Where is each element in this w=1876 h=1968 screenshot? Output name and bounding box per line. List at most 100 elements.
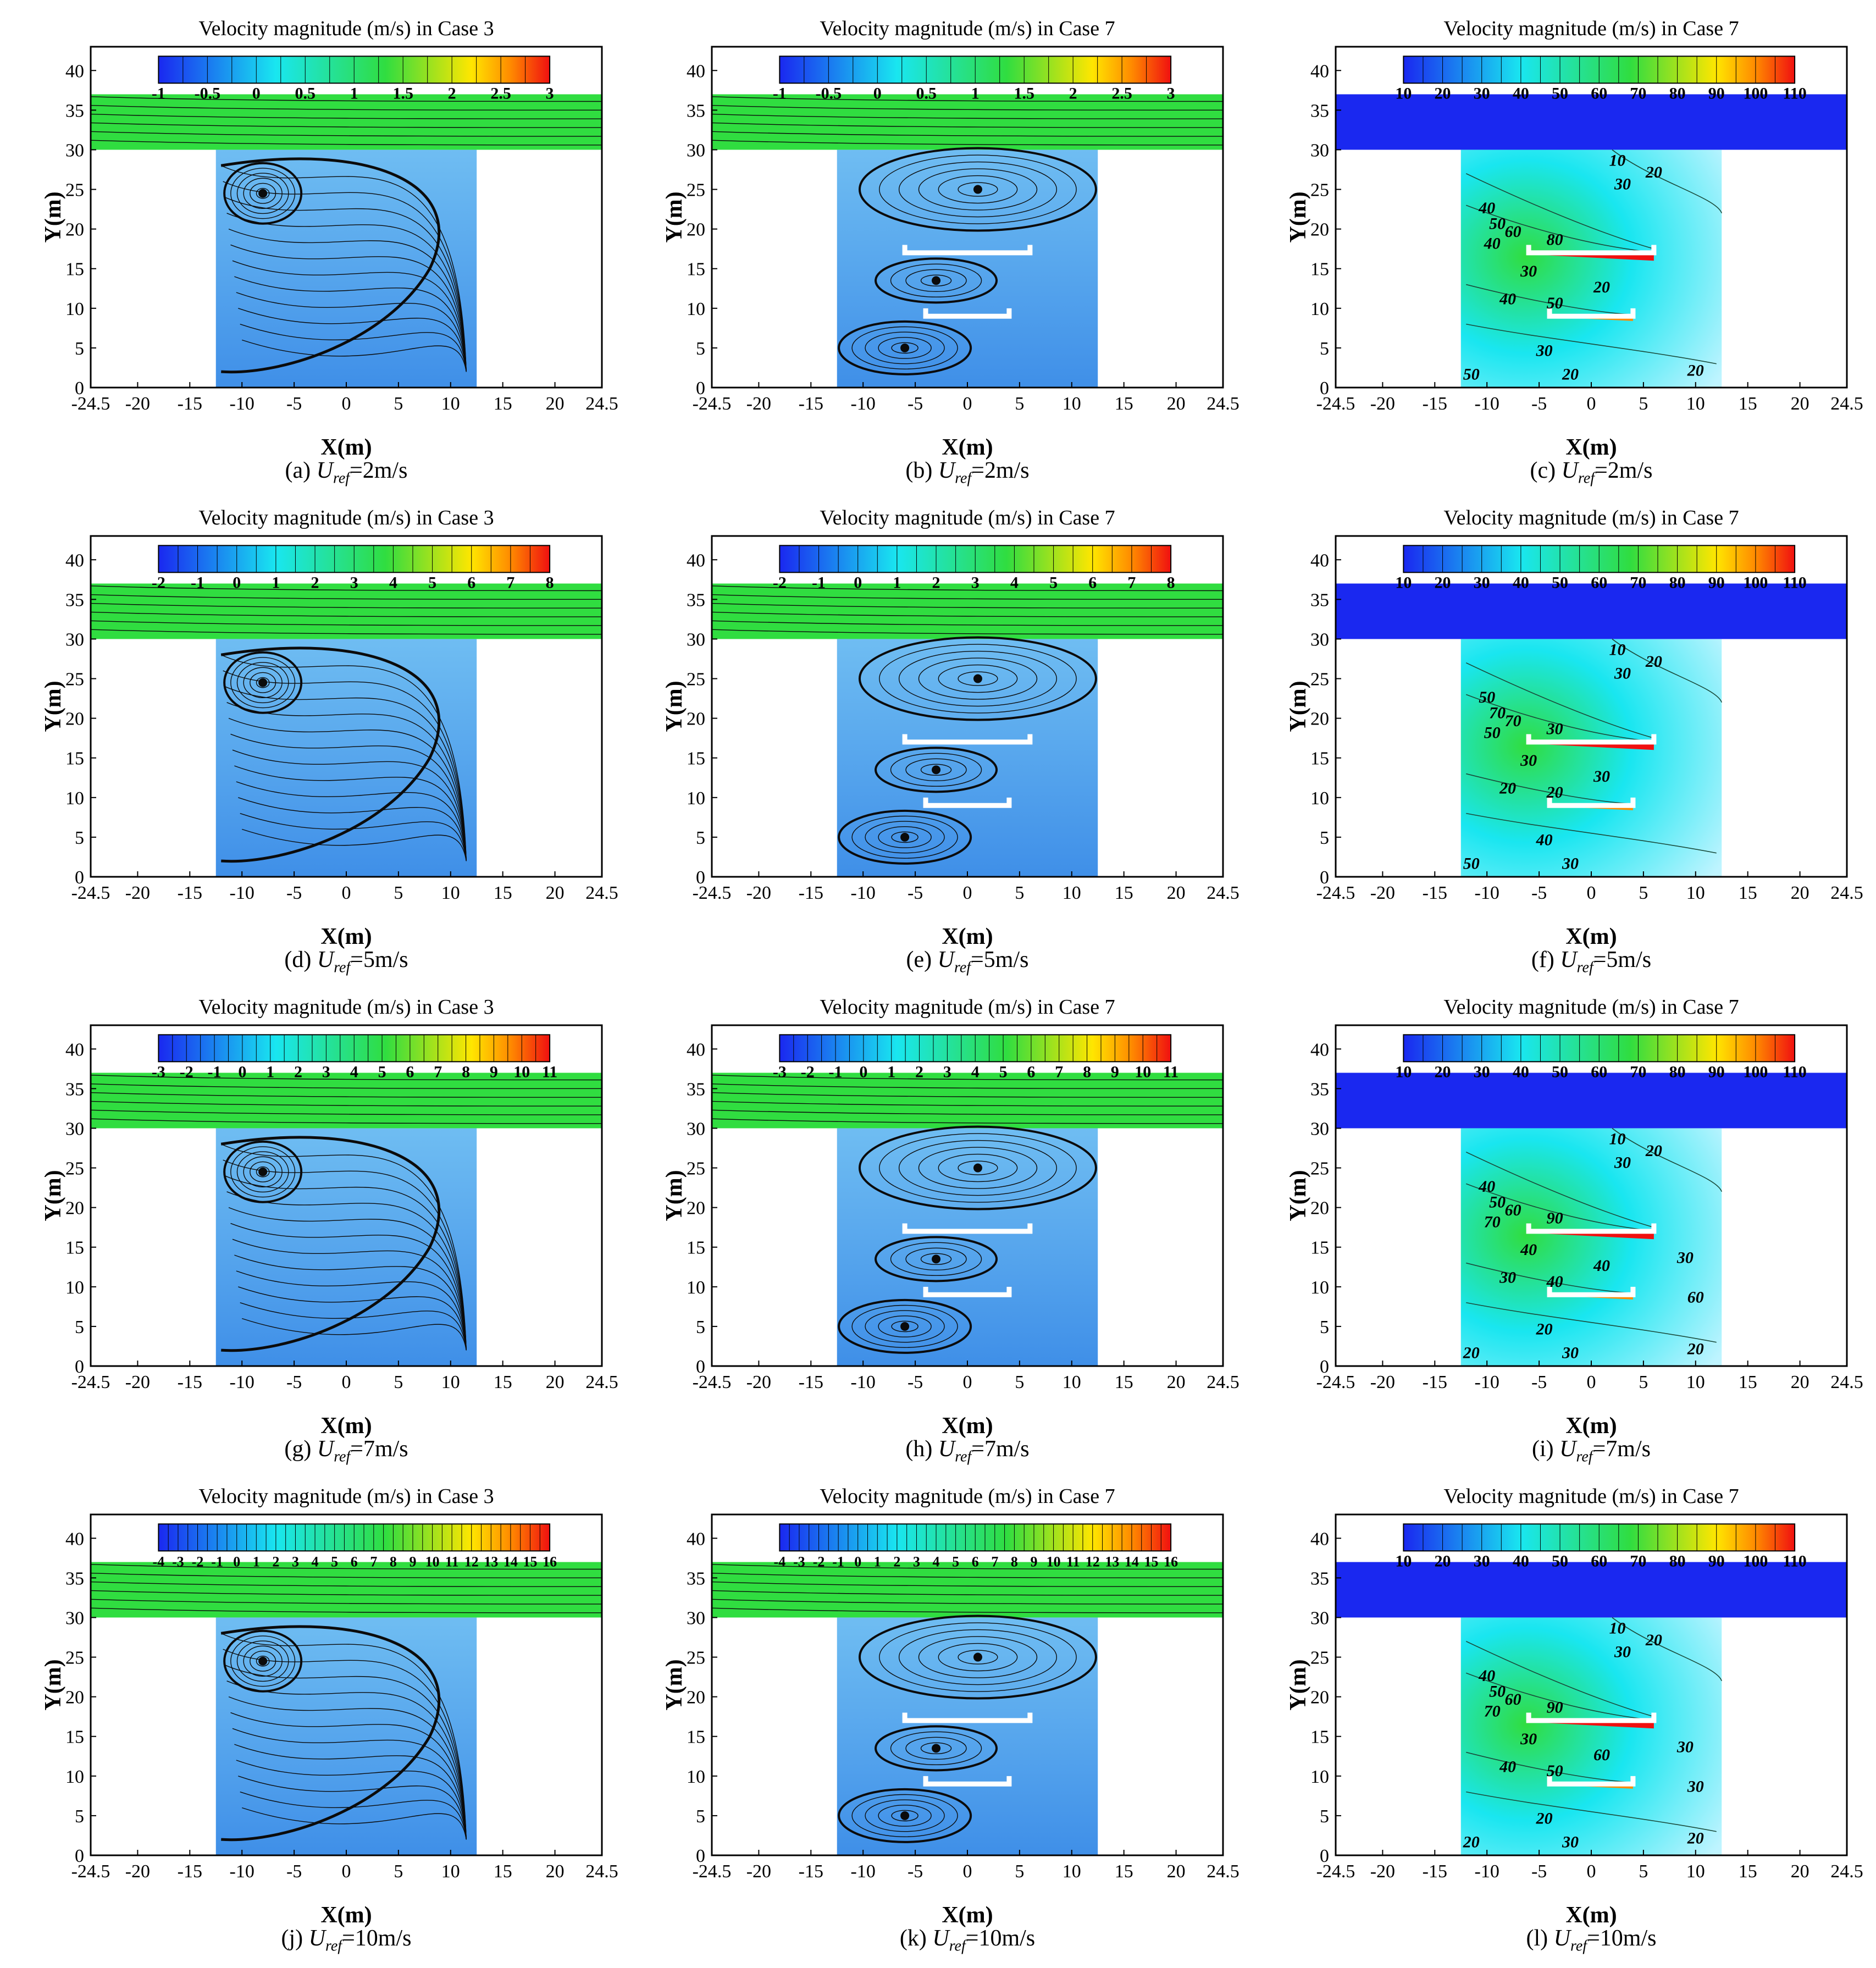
- colorbar-tick-label: 90: [1708, 573, 1725, 591]
- x-tick-label: -10: [851, 394, 876, 414]
- colorbar-tick-label: 60: [1591, 84, 1607, 102]
- primary-vortex: [223, 1140, 303, 1203]
- colorbar-tick-label: 0: [854, 573, 862, 591]
- colorbar-tick-label: -3: [152, 1063, 165, 1081]
- streamline: [232, 1239, 467, 1351]
- x-tick-label: -5: [907, 394, 923, 414]
- contour-label: 30: [1676, 1249, 1694, 1267]
- contour-label: 30: [1562, 1344, 1579, 1362]
- x-tick-label: 24.5: [1207, 394, 1239, 414]
- streamline: [90, 96, 602, 102]
- streamline: [918, 657, 1038, 700]
- streamline: [711, 1101, 1224, 1107]
- subfigure-caption: (g) Uref=7m/s: [38, 1436, 654, 1466]
- x-tick-label: -20: [1370, 1861, 1395, 1882]
- streamline: [711, 1092, 1224, 1098]
- colorbar-tick-label: 70: [1630, 1063, 1646, 1081]
- streamline: [891, 1320, 918, 1333]
- y-tick-label: 15: [65, 749, 84, 769]
- streamline: [711, 629, 1224, 635]
- contour-label: 40: [1499, 1758, 1516, 1776]
- streamline: [875, 257, 998, 304]
- contour-line: [1466, 773, 1633, 805]
- u-ref-subscript: ref: [334, 959, 351, 976]
- contour-label: 20: [1499, 780, 1516, 798]
- channel-streamlines: [90, 585, 602, 635]
- x-tick-label: 10: [1062, 1372, 1081, 1392]
- streamline: [230, 244, 467, 372]
- iso-contours: [1465, 1127, 1723, 1343]
- colorbar-tick-label: 6: [406, 1063, 414, 1081]
- contour-line: [1465, 1183, 1643, 1230]
- streamline: [858, 147, 1097, 232]
- y-tick-label: 10: [65, 299, 84, 319]
- u-ref-value: =2m/s: [971, 458, 1030, 483]
- contour-label: 40: [1478, 199, 1495, 217]
- x-tick-label: 5: [1639, 1372, 1648, 1392]
- u-ref-symbol: U: [317, 947, 334, 972]
- streamline: [711, 113, 1224, 119]
- x-tick-label: -5: [1531, 1861, 1547, 1882]
- main-channel-region: [91, 583, 602, 639]
- y-tick-label: 40: [687, 1040, 705, 1060]
- x-tick-label: -24.5: [1316, 394, 1355, 414]
- main-channel-region: [712, 1073, 1223, 1129]
- subfigure-label: (j): [281, 1926, 303, 1951]
- contour-line: [1612, 1127, 1723, 1192]
- colorbar-tick-label: -1: [152, 84, 165, 102]
- streamline: [711, 131, 1224, 137]
- x-tick-label: 20: [546, 1372, 565, 1392]
- streamline: [223, 1159, 467, 1351]
- streamline: [90, 1564, 602, 1570]
- y-axis-label: Y(m): [662, 191, 687, 242]
- contour-label: 30: [1614, 665, 1631, 683]
- colorbar-tick-label: 13: [484, 1554, 498, 1569]
- colorbar-tick-label: 7: [506, 573, 514, 591]
- colorbar-tick-label: 0: [854, 1554, 861, 1569]
- streamline: [223, 1140, 303, 1203]
- y-tick-label: 10: [687, 1278, 705, 1298]
- streamline: [226, 213, 467, 372]
- y-tick-label: 20: [65, 220, 84, 240]
- streamline: [90, 1092, 602, 1098]
- colorbar-tick-label: 4: [933, 1554, 940, 1569]
- contour-label: 40: [1478, 1667, 1495, 1685]
- contour-label: 30: [1520, 1730, 1537, 1748]
- canyon-streamlines: [220, 1136, 467, 1352]
- y-tick-label: 10: [1310, 1278, 1329, 1298]
- x-tick-label: -5: [907, 883, 923, 903]
- streamline: [234, 276, 467, 372]
- x-tick-label: 15: [1115, 1861, 1133, 1882]
- x-tick-label: 5: [1639, 1861, 1648, 1882]
- streamline: [90, 594, 602, 600]
- x-tick-label: 24.5: [1207, 883, 1239, 903]
- colorbar-tick-label: 5: [331, 1554, 338, 1569]
- canyon-streamlines: [220, 157, 467, 374]
- y-tick-label: 25: [65, 670, 84, 690]
- colorbar-tick-label: 14: [1125, 1554, 1139, 1569]
- colorbar-tick-label: -1: [208, 1063, 222, 1081]
- x-tick-label: 24.5: [585, 394, 618, 414]
- streamline: [918, 1636, 1038, 1678]
- y-tick-label: 40: [687, 1529, 705, 1549]
- colorbar-tick-label: 7: [1127, 573, 1136, 591]
- colorbar-tick-label: 13: [1105, 1554, 1119, 1569]
- streamline: [920, 1742, 952, 1755]
- streamline: [875, 1236, 998, 1282]
- colorbar-tick-label: 15: [523, 1554, 538, 1569]
- x-tick-label: -20: [1370, 1372, 1395, 1392]
- x-tick-label: -10: [1475, 1861, 1499, 1882]
- streamline: [711, 122, 1224, 128]
- contour-line: [1465, 662, 1654, 739]
- streamline: [230, 168, 296, 219]
- lower-plate: [1547, 1776, 1636, 1787]
- x-tick-label: -10: [1475, 394, 1499, 414]
- streamline: [90, 1607, 602, 1613]
- x-tick-label: -15: [799, 883, 823, 903]
- main-channel-region: [1336, 94, 1847, 150]
- y-tick-label: 25: [687, 1159, 705, 1179]
- contour-label: 70: [1505, 712, 1521, 730]
- contour-label: 80: [1547, 230, 1563, 248]
- colorbar-tick-label: 8: [546, 573, 554, 591]
- contour-label: 20: [1687, 1340, 1704, 1358]
